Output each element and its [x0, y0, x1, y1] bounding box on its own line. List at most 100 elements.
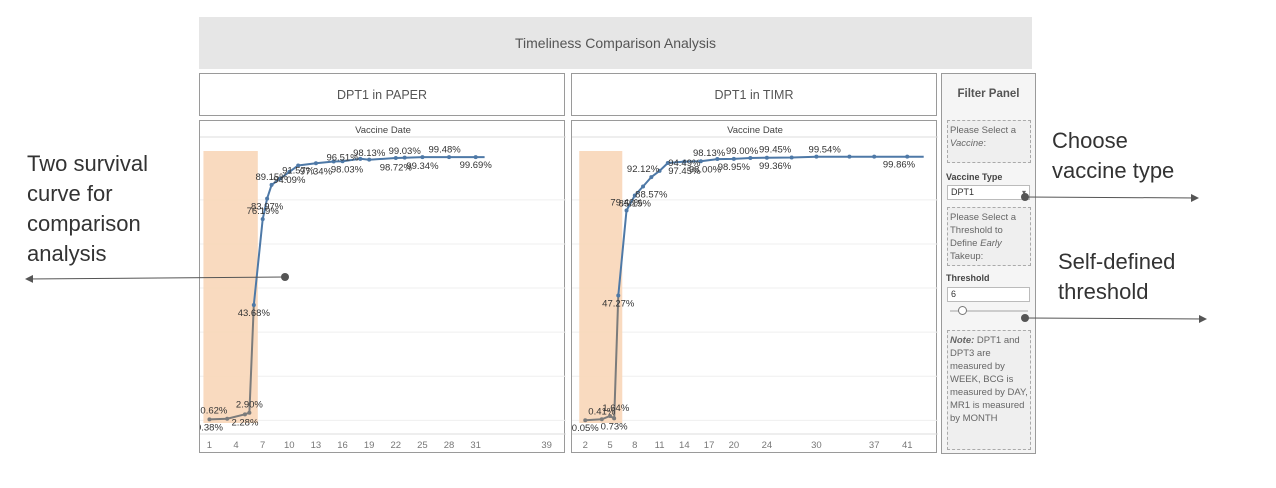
data-point	[447, 155, 452, 160]
x-tick-label: 8	[632, 440, 637, 451]
filter-panel: Filter Panel Please Select a Vaccine: Va…	[941, 73, 1036, 454]
annotation-vaccine-line1: Choose	[1052, 128, 1128, 153]
data-point	[682, 159, 687, 164]
threshold-prompt: Please Select a Threshold to Define Earl…	[947, 207, 1031, 266]
filter-panel-title: Filter Panel	[957, 88, 1020, 100]
data-point	[764, 155, 769, 160]
x-tick-label: 37	[869, 440, 880, 451]
data-point	[402, 155, 407, 160]
arrow-vaccine-type	[1024, 193, 1199, 202]
note-emphasis: Note:	[950, 335, 975, 346]
vaccine-prompt-text: Please Select a	[950, 125, 1017, 136]
annotation-survival-line4: analysis	[27, 241, 107, 266]
data-label: 1.64%	[602, 403, 629, 414]
annotation-survival-line3: comparison	[27, 211, 141, 236]
panel-title-timr: DPT1 in TIMR	[571, 73, 937, 116]
arrow-threshold-dot	[1021, 314, 1029, 322]
data-point	[278, 176, 283, 181]
arrow-threshold	[1024, 314, 1207, 323]
annotation-survival-line1: Two survival	[27, 151, 149, 176]
data-point	[340, 159, 345, 164]
early-takeup-band	[203, 151, 258, 423]
data-label: 99.54%	[809, 144, 842, 155]
threshold-label: Threshold	[946, 273, 990, 283]
panel-title-paper-text: DPT1 in PAPER	[336, 87, 428, 102]
data-point	[624, 208, 629, 213]
data-point	[207, 417, 212, 422]
threshold-value: 6	[951, 289, 957, 299]
data-point	[665, 161, 670, 166]
data-point	[632, 193, 637, 198]
data-label: 89.15%	[255, 172, 288, 183]
data-point	[247, 410, 252, 415]
data-label: 97.45%	[668, 166, 701, 177]
data-point	[872, 154, 877, 159]
data-point	[905, 154, 910, 159]
data-point	[847, 154, 852, 159]
threshold-input[interactable]: 6	[947, 287, 1030, 302]
x-tick-label: 10	[284, 440, 295, 451]
x-tick-label: 17	[704, 440, 715, 451]
data-point	[287, 169, 292, 174]
data-label: 0.05%	[572, 423, 599, 434]
data-point	[296, 163, 301, 168]
data-point	[260, 217, 265, 222]
data-point	[420, 155, 425, 160]
data-point	[641, 184, 646, 189]
data-label: 47.27%	[602, 299, 635, 310]
dashboard-title-bar: Timeliness Comparison Analysis	[199, 17, 1032, 69]
x-tick-label: 14	[679, 440, 690, 451]
data-label: 97.34%	[300, 166, 333, 177]
data-point	[265, 196, 270, 201]
survival-chart-paper-svg: Vaccine Date 1 4 7 10 13 16 19 22 25 28 31 39 0.38% 0.…	[200, 125, 566, 451]
data-label: 99.03%	[389, 146, 422, 157]
data-label: 98.03%	[331, 164, 364, 175]
panel-title-paper: DPT1 in PAPER	[199, 73, 565, 116]
data-point	[473, 155, 478, 160]
data-point	[649, 175, 654, 180]
annotation-vaccine-line2: vaccine type	[1052, 158, 1175, 183]
data-label: 83.97%	[251, 202, 284, 213]
vaccine-type-select[interactable]: DPT1 ▾	[947, 185, 1030, 200]
chart-header-label: Vaccine Date	[355, 125, 411, 136]
annotation-threshold-line1: Self-defined	[1058, 249, 1176, 274]
survival-chart-timr[interactable]: Vaccine Date 2 5 8 11 14 17 20 24 30 37 41 0.05% 0.41…	[571, 120, 938, 453]
data-label: 99.00%	[726, 146, 759, 157]
data-label: 99.86%	[883, 160, 916, 171]
data-point	[583, 418, 588, 423]
data-point	[242, 412, 247, 417]
threshold-prompt-text: Please Select a Threshold to Define	[950, 212, 1017, 249]
chart-header-label: Vaccine Date	[727, 125, 783, 136]
data-point	[313, 161, 318, 166]
arrow-vaccine-dot	[1021, 193, 1029, 201]
data-label: 76.19%	[247, 206, 280, 217]
chevron-down-icon[interactable]: ▾	[1021, 188, 1026, 197]
arrow-survival-curve	[25, 274, 286, 283]
threshold-prompt-emphasis: Early	[980, 238, 1002, 249]
data-label: 88.57%	[635, 189, 668, 200]
data-label: 85.15%	[619, 198, 652, 209]
data-label: 92.12%	[627, 164, 660, 175]
vaccine-type-value: DPT1	[951, 187, 975, 197]
x-tick-label: 5	[607, 440, 612, 451]
data-point	[612, 416, 617, 421]
data-label: 98.72%	[380, 163, 413, 174]
x-tick-label: 30	[811, 440, 822, 451]
data-label: 98.13%	[353, 148, 386, 159]
threshold-slider-handle[interactable]	[957, 306, 967, 315]
data-point	[367, 157, 372, 162]
data-point	[358, 156, 363, 161]
x-tick-label: 24	[762, 440, 773, 451]
threshold-prompt-tail: Takeup:	[950, 251, 984, 262]
vaccine-prompt: Please Select a Vaccine:	[947, 120, 1031, 163]
data-point	[251, 303, 256, 308]
threshold-slider-track[interactable]	[950, 310, 1028, 312]
data-label: 98.13%	[693, 148, 726, 159]
data-point	[225, 416, 230, 421]
data-label: 99.45%	[759, 145, 792, 156]
survival-chart-paper[interactable]: Vaccine Date 1 4 7 10 13 16 19 22 25 28 31 39 0.38% 0.…	[199, 120, 566, 453]
note-text: DPT1 and DPT3 are measured by WEEK, BCG …	[950, 335, 1028, 424]
data-point	[731, 156, 736, 161]
vaccine-prompt-emphasis: Vaccine	[950, 138, 984, 149]
x-tick-label: 28	[444, 440, 455, 451]
